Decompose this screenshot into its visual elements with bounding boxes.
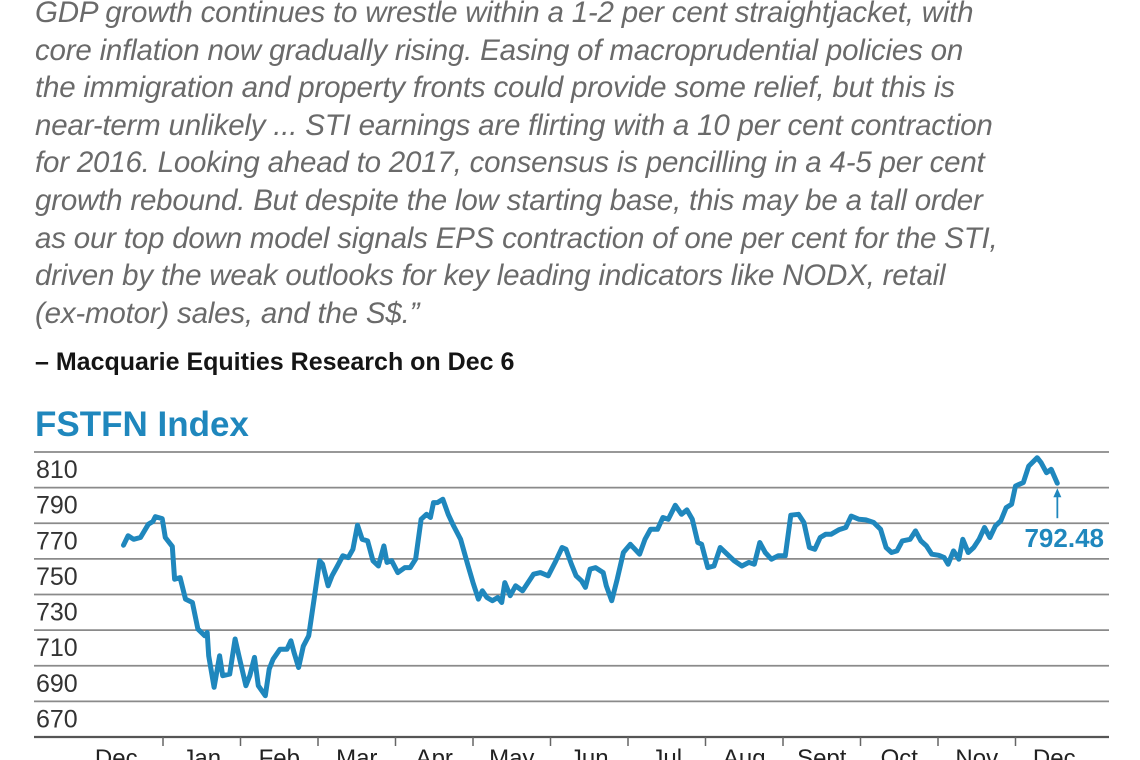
quote-line: driven by the weak outlooks for key lead… (35, 259, 946, 293)
y-tick-label: 690 (36, 670, 78, 698)
x-tick-label: Apr (416, 745, 453, 760)
y-tick-label: 790 (36, 492, 78, 520)
x-tick-label: Aug (723, 745, 766, 760)
x-tick-label: Jun (570, 745, 609, 760)
x-tick-label: Oct (881, 745, 919, 760)
y-tick-label: 810 (36, 456, 78, 484)
x-tick-label: Sept (797, 745, 847, 760)
last-value-label: 792.48 (1024, 523, 1104, 553)
x-tick-label: Dec (95, 745, 138, 760)
quote-line: near-term unlikely ... STI earnings are … (35, 108, 993, 142)
x-tick-label: May (489, 745, 534, 760)
quote-line: growth rebound. But despite the low star… (35, 183, 983, 217)
quote-attribution: – Macquarie Equities Research on Dec 6 (35, 348, 515, 376)
quote-line: as our top down model signals EPS contra… (35, 221, 998, 255)
quote-line: core inflation now gradually rising. Eas… (35, 33, 964, 67)
y-tick-label: 710 (36, 634, 78, 662)
y-tick-label: 670 (36, 705, 78, 733)
quote-line: for 2016. Looking ahead to 2017, consens… (35, 146, 985, 180)
chart-title: FSTFN Index (35, 405, 249, 444)
quote-block: GDP growth continues to wrestle within a… (35, 0, 998, 332)
quote-line: (ex-motor) sales, and the S$.” (35, 296, 420, 330)
x-tick-label: Feb (259, 745, 300, 760)
quote-line: the immigration and property fronts coul… (35, 71, 955, 105)
quote-line: GDP growth continues to wrestle within a… (35, 0, 974, 29)
series-line (121, 455, 1060, 699)
arrow-head-icon (1053, 488, 1062, 498)
x-tick-label: Dec (1033, 745, 1076, 760)
y-tick-label: 770 (36, 527, 78, 555)
x-tick-label: Nov (955, 745, 998, 760)
x-tick-label: Jan (182, 745, 221, 760)
x-tick-label: Jul (651, 745, 682, 760)
y-tick-label: 730 (36, 599, 78, 627)
y-tick-label: 750 (36, 563, 78, 591)
x-tick-label: Mar (336, 745, 377, 760)
